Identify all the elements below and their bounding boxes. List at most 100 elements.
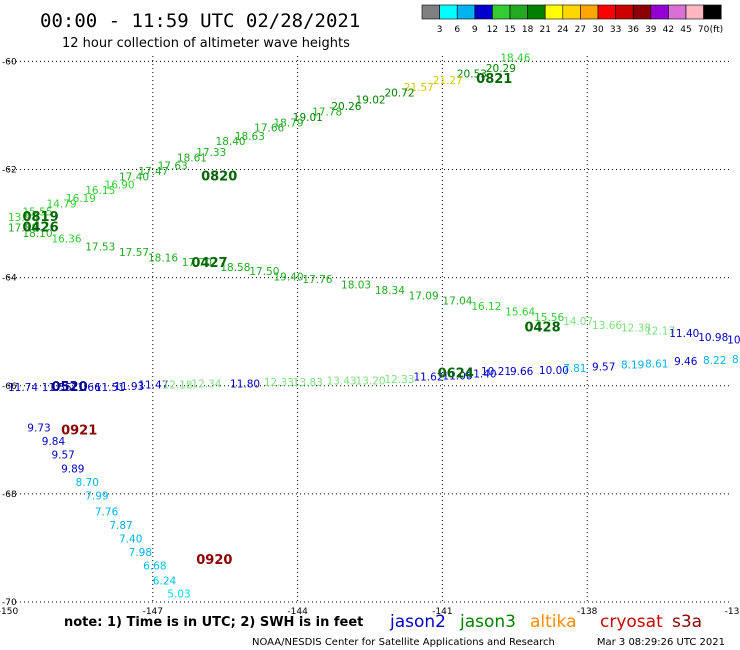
wave-height-label: 10.20 <box>727 335 740 347</box>
x-tick-label: -150 <box>0 607 18 617</box>
x-tick-label: -144 <box>287 607 308 617</box>
wave-height-label: 17.09 <box>409 290 439 302</box>
legend-label: 15 <box>504 25 515 35</box>
legend-swatch <box>668 4 687 20</box>
x-tick-labels: -150 -147 -144 -141 -138 -13 <box>0 607 739 617</box>
legend-swatch <box>474 4 493 20</box>
satellite-name: jason2 <box>389 612 446 632</box>
x-tick-label: -13 <box>725 607 740 617</box>
legend-swatch <box>597 4 616 20</box>
satellite-legend: jason2 jason3 altika cryosat s3a <box>389 612 702 632</box>
wave-height-label: 13.43 <box>327 376 357 388</box>
legend-label: 21 <box>539 25 550 35</box>
legend-swatch <box>421 4 440 20</box>
wave-height-labels: 18.4620.2920.5321.2721.5720.7219.0220.26… <box>8 52 740 600</box>
legend-label: 39 <box>645 25 657 35</box>
wave-height-label: 16.19 <box>66 193 96 205</box>
wave-height-label: 16.90 <box>105 179 135 191</box>
wave-height-label: 13.66 <box>592 320 622 332</box>
legend-label: 18 <box>522 25 534 35</box>
legend-swatch <box>580 4 599 20</box>
wave-height-label: 7.98 <box>129 547 152 559</box>
wave-height-label: 10.00 <box>539 365 569 377</box>
pass-label: 0819 <box>22 210 58 225</box>
y-tick-label: -68 <box>2 490 17 500</box>
wave-height-label: 9.73 <box>27 423 50 435</box>
chart-subtitle: 12 hour collection of altimeter wave hei… <box>62 36 350 51</box>
legend-label: 70 <box>698 25 710 35</box>
wave-height-label: 11.93 <box>114 381 144 393</box>
wave-height-label: 15.56 <box>534 312 564 324</box>
wave-height-label: 17.63 <box>158 161 188 173</box>
pass-label: 0821 <box>476 72 512 87</box>
legend-label: 45 <box>680 25 691 35</box>
pass-label: 0920 <box>196 553 232 568</box>
wave-height-label: 21.57 <box>404 82 434 94</box>
pass-label: 0921 <box>61 423 97 438</box>
x-tick-label: -141 <box>432 607 452 617</box>
satellite-name: cryosat <box>600 612 663 632</box>
wave-height-label: 12.18 <box>162 379 192 391</box>
wave-height-label: 8.19 <box>621 359 644 371</box>
wave-height-label: 20.53 <box>457 69 487 81</box>
wave-height-label: 16.36 <box>51 234 81 246</box>
wave-height-label: 17.66 <box>254 123 284 135</box>
satellite-name: s3a <box>672 612 702 632</box>
wave-height-label: 11.55 <box>42 382 72 394</box>
wave-height-label: 16.12 <box>471 301 501 313</box>
wave-height-label: 18.40 <box>216 136 246 148</box>
wave-height-label: 7.76 <box>95 507 119 519</box>
y-tick-label: -70 <box>2 598 17 608</box>
color-scale-legend: 3 6 9 12 15 18 21 24 27 30 33 36 39 42 45 70 (ft) <box>421 4 724 35</box>
legend-swatch <box>509 4 528 20</box>
legend-swatch <box>615 4 634 20</box>
wave-height-label: 11.47 <box>138 379 168 391</box>
wave-height-label: 18.61 <box>177 152 207 164</box>
legend-label: 9 <box>472 25 478 35</box>
y-tick-label: -64 <box>2 274 17 284</box>
legend-label: 42 <box>663 25 674 35</box>
wave-height-label: 15.64 <box>505 306 535 318</box>
wave-height-label: 11.66 <box>71 382 101 394</box>
wave-height-label: 17.50 <box>249 266 279 278</box>
wave-height-label: 19.40 <box>273 271 303 283</box>
wave-height-label: 7.87 <box>109 520 132 532</box>
wave-height-label: 18.58 <box>220 262 250 274</box>
wave-height-label: 11.51 <box>95 382 125 394</box>
wave-height-label: 12.17 <box>645 325 675 337</box>
wave-height-label: 15.55 <box>22 206 52 218</box>
wave-height-label: 9.57 <box>592 362 615 374</box>
legend-swatch <box>439 4 458 20</box>
wave-height-label: 11.74 <box>8 382 38 394</box>
wave-height-label: 16.15 <box>85 185 115 197</box>
wave-height-label: 18.63 <box>235 131 265 143</box>
wave-height-label: 21.27 <box>433 75 463 87</box>
wave-height-label: 13.20 <box>356 376 386 388</box>
wave-height-label: 6.24 <box>153 576 177 588</box>
wave-height-label: 7.40 <box>119 534 142 546</box>
legend-swatch <box>456 4 476 20</box>
pass-label: 0426 <box>22 221 58 236</box>
y-tick-label: -60 <box>2 57 17 67</box>
wave-height-label: 20.26 <box>331 101 361 113</box>
wave-height-label: 9.66 <box>510 366 534 378</box>
legend-unit: (ft) <box>710 25 724 35</box>
wave-height-label: 9.57 <box>51 450 74 462</box>
pass-label: 0520 <box>51 380 87 395</box>
wave-height-label: 9.84 <box>42 436 66 448</box>
wave-height-label: 18.34 <box>375 285 405 297</box>
chart-title: 00:00 - 11:59 UTC 02/28/2021 <box>40 10 360 32</box>
wave-height-label: 11.40 <box>669 328 699 340</box>
wave-height-label: 8.22 <box>703 355 726 367</box>
legend-label: 12 <box>487 25 498 35</box>
wave-height-label: 11.40 <box>467 369 497 381</box>
wave-height-label: 12.38 <box>621 323 651 335</box>
wave-height-label: 9.46 <box>674 356 698 368</box>
wave-height-label: 8.37 <box>732 354 740 366</box>
wave-height-label: 12.33 <box>264 377 294 389</box>
satellite-name: jason3 <box>459 612 516 632</box>
wave-height-label: 17.33 <box>196 147 226 159</box>
grid-lines <box>8 56 732 603</box>
legend-swatch <box>527 4 546 20</box>
